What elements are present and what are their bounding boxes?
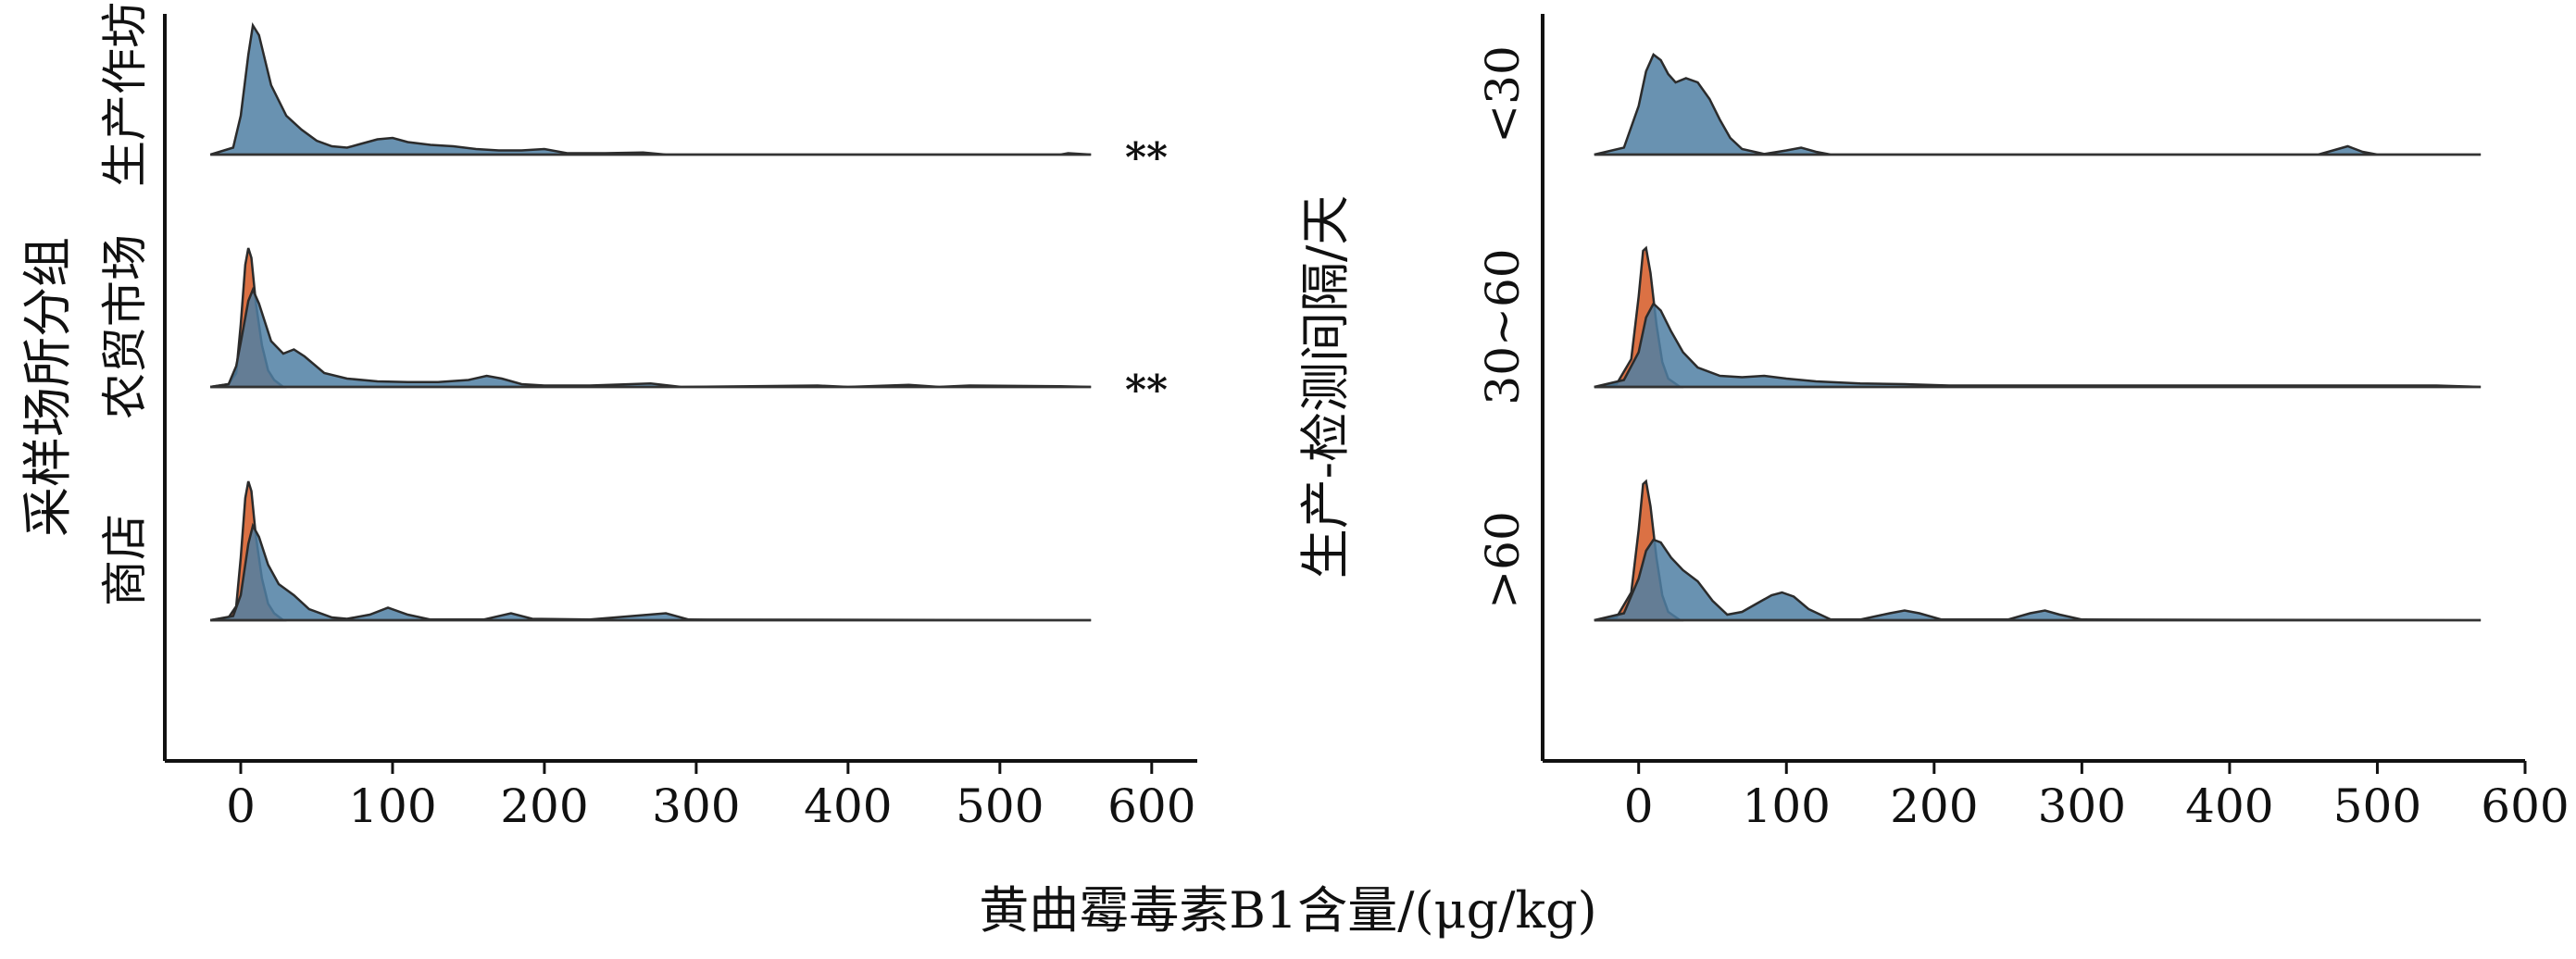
x-tick-label: 400 [2185,779,2273,833]
blue-density-area [1594,53,2482,156]
x-tick-label: 300 [2038,779,2126,833]
y-axis-title: 生产-检测间隔/天 [1296,195,1355,579]
x-tick-label: 500 [2333,779,2421,833]
significance-marker: ** [1125,134,1168,181]
blue-density-area [1594,538,2482,622]
blue-density-area [209,522,1092,622]
category-label: <30 [1476,45,1530,143]
blue-density-area [210,286,1092,389]
x-tick-label: 300 [652,779,740,833]
category-label: 生产作坊 [98,2,152,187]
x-tick-label: 200 [500,779,588,833]
x-tick-label: 400 [804,779,892,833]
ridge-group: 30~60 [1476,245,2482,405]
category-label: >60 [1476,511,1530,609]
ridge-group: 商店 [98,480,1092,622]
x-tick-label: 600 [1107,779,1195,833]
x-tick-label: 200 [1890,779,1978,833]
ridge-group: >60 [1476,479,2482,622]
ridge-group: 生产作坊 ** [98,2,1168,187]
x-tick-label: 0 [1624,779,1654,833]
ridge-group: 农贸市场 ** [98,234,1168,419]
x-axis-title: 黄曲霉毒素B1含量/(μg/kg) [979,881,1597,940]
x-tick-label: 0 [226,779,256,833]
category-label: 商店 [98,514,152,606]
category-label: 30~60 [1476,248,1530,405]
ridge-group: <30 [1476,45,2482,156]
blue-density-area [1594,301,2482,389]
right-panel: 0 100 200 300 400 500 600 生产-检测间隔/天 <30 30~60 >60 [1296,14,2570,833]
blue-density-area [209,22,1092,156]
x-tick-label: 100 [348,779,436,833]
y-axis-title: 采样场所分组 [19,237,77,537]
x-tick-label: 600 [2481,779,2569,833]
significance-marker: ** [1125,367,1168,414]
category-label: 农贸市场 [98,234,152,419]
x-tick-label: 100 [1743,779,1831,833]
x-tick-label: 500 [956,779,1044,833]
